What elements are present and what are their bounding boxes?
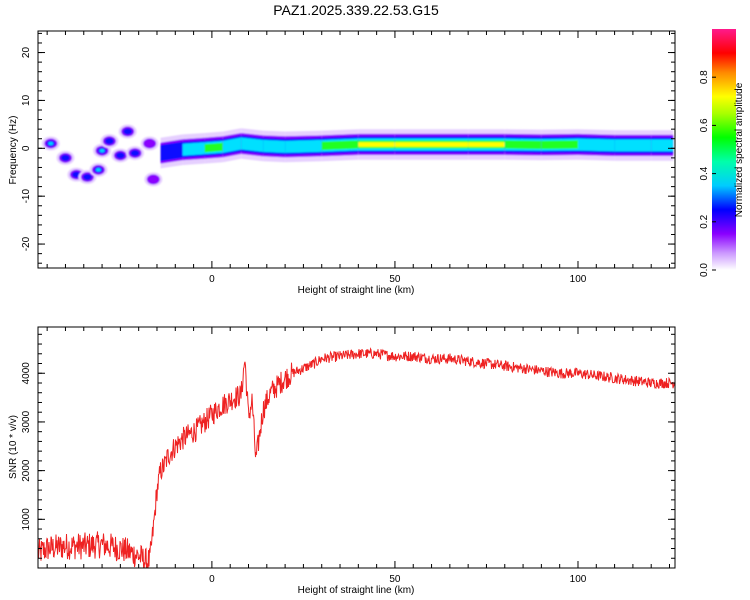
spectrogram-noise-blob xyxy=(99,148,105,153)
colorbar-label: Normalized spectral amplitude xyxy=(734,82,745,217)
snr-background xyxy=(38,327,675,568)
spectrogram-y-tick-label: -10 xyxy=(21,189,32,204)
colorbar-tick-label: 0.0 xyxy=(699,263,710,277)
spectrogram-noise-blobs xyxy=(41,124,163,187)
spectrogram-noise-blob xyxy=(143,138,157,149)
colorbar: 0.0 0.2 0.4 0.6 0.8 Normalized spectral ampl… xyxy=(699,29,745,277)
spectrogram-heat xyxy=(41,124,674,187)
spectrogram-y-label: Frequency (Hz) xyxy=(8,116,19,185)
snr-y-tick-label: 4000 xyxy=(21,362,32,385)
spectrogram-ridge-band xyxy=(263,139,286,153)
spectrogram-x-tick-label: 50 xyxy=(389,274,401,285)
spectrogram-noise-blob xyxy=(146,174,160,185)
spectrogram-noise-blob xyxy=(82,173,92,181)
spectrogram-ridge-band xyxy=(358,142,395,147)
spectrogram-ridge-band xyxy=(241,137,264,152)
snr-y-tick-label: 2000 xyxy=(21,459,32,482)
snr-series-line xyxy=(38,347,675,568)
colorbar-tick-label: 0.4 xyxy=(699,166,710,180)
colorbar-tick-label: 0.8 xyxy=(699,70,710,84)
snr-y-tick-label: 1000 xyxy=(21,508,32,531)
snr-x-tick-label: 100 xyxy=(570,574,587,585)
colorbar-ticks: 0.0 0.2 0.4 0.6 0.8 xyxy=(699,70,716,277)
spectrogram-ridge-band xyxy=(578,138,615,152)
spectrogram-panel: 0 50 100 -20 -10 0 10 20 Height of straight lin… xyxy=(8,30,676,296)
spectrogram-ridge-band xyxy=(431,142,469,147)
spectrogram-ridge-band xyxy=(321,140,359,150)
spectrogram-ridge xyxy=(160,128,674,169)
spectrogram-frame xyxy=(37,30,676,269)
spectrogram-ridge-band xyxy=(468,142,505,147)
figure-title: PAZ1.2025.339.22.53.G15 xyxy=(273,2,439,18)
spectrogram-y-tick-label: 0 xyxy=(21,145,32,151)
spectrogram-ticks: 0 50 100 -20 -10 0 10 20 xyxy=(21,31,675,285)
spectrogram-y-tick-label: 20 xyxy=(21,47,32,59)
spectrogram-ridge-band xyxy=(504,140,542,149)
snr-frame xyxy=(37,326,676,569)
snr-x-label: Height of straight line (km) xyxy=(298,585,415,596)
spectrogram-ridge-band xyxy=(204,142,223,153)
spectrogram-ridge-band xyxy=(614,139,652,152)
spectrogram-noise-blob xyxy=(123,128,133,135)
spectrogram-ridge-band xyxy=(285,139,322,153)
spectrogram-x-tick-label: 0 xyxy=(209,274,215,285)
snr-x-tick-label: 50 xyxy=(389,574,401,585)
colorbar-gradient xyxy=(712,29,736,270)
spectrogram-noise-blob xyxy=(95,168,102,172)
spectrogram-y-tick-label: -20 xyxy=(21,236,32,251)
spectrogram-x-tick-label: 100 xyxy=(570,274,587,285)
spectrogram-noise-blob xyxy=(48,141,54,146)
spectrogram-y-tick-label: 10 xyxy=(21,94,32,106)
spectrogram-ridge-band xyxy=(651,139,674,152)
colorbar-tick-label: 0.2 xyxy=(699,214,710,228)
colorbar-tick-label: 0.6 xyxy=(699,118,710,132)
snr-ticks: 0 50 100 1000 2000 3000 4000 xyxy=(21,327,675,585)
snr-y-label: SNR (10 * v/v) xyxy=(8,415,19,479)
snr-x-tick-label: 0 xyxy=(209,574,215,585)
spectrogram-noise-blob xyxy=(60,154,70,162)
spectrogram-ridge-band xyxy=(182,142,205,156)
spectrogram-ridge-band xyxy=(222,137,242,153)
spectrogram-noise-blob xyxy=(130,149,140,157)
snr-y-tick-label: 3000 xyxy=(21,410,32,433)
snr-panel: 0 50 100 1000 2000 3000 4000 Height of straigh… xyxy=(8,326,676,596)
spectrogram-x-label: Height of straight line (km) xyxy=(298,285,415,296)
spectrogram-ridge-band xyxy=(160,141,183,162)
spectrogram-ridge-band xyxy=(394,142,432,147)
spectrogram-ridge-band xyxy=(541,140,578,149)
spectrogram-noise-blob xyxy=(115,152,125,159)
spectrogram-noise-blob xyxy=(104,137,114,145)
